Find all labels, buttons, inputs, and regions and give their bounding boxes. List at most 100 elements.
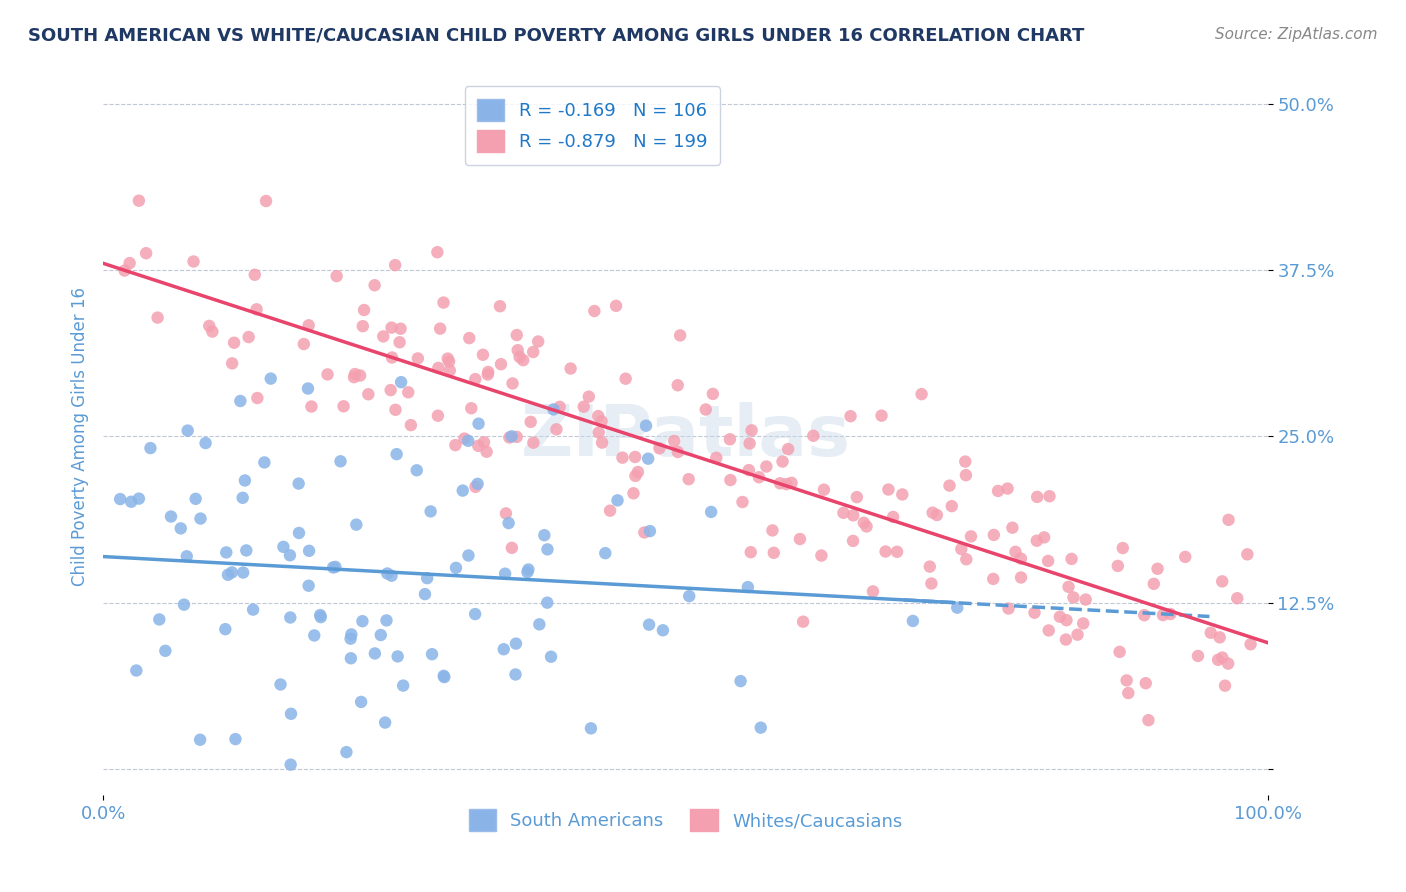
Point: [375, 614, 398, 628]
Point: [316, 368, 339, 382]
Point: [527, 334, 550, 349]
Point: [416, 571, 439, 585]
Point: [392, 679, 415, 693]
Point: [1010, 570, 1032, 584]
Point: [292, 337, 315, 351]
Point: [426, 409, 449, 423]
Point: [842, 508, 865, 523]
Point: [755, 459, 778, 474]
Point: [1056, 613, 1078, 627]
Point: [664, 434, 686, 448]
Point: [253, 455, 276, 469]
Point: [273, 540, 295, 554]
Point: [128, 491, 150, 506]
Point: [1187, 648, 1209, 663]
Point: [842, 533, 865, 548]
Point: [1057, 580, 1080, 594]
Point: [516, 565, 538, 579]
Point: [1108, 645, 1130, 659]
Point: [494, 566, 516, 581]
Text: ZIPatlas: ZIPatlas: [520, 402, 851, 471]
Point: [498, 516, 520, 530]
Point: [114, 263, 136, 277]
Point: [501, 429, 523, 443]
Point: [666, 378, 689, 392]
Point: [741, 423, 763, 437]
Point: [243, 268, 266, 282]
Point: [1211, 650, 1233, 665]
Point: [718, 473, 741, 487]
Point: [492, 642, 515, 657]
Point: [941, 499, 963, 513]
Point: [297, 579, 319, 593]
Point: [955, 468, 977, 483]
Point: [502, 376, 524, 391]
Point: [471, 348, 494, 362]
Point: [146, 310, 169, 325]
Point: [839, 409, 862, 424]
Point: [761, 524, 783, 538]
Point: [730, 674, 752, 689]
Point: [1060, 552, 1083, 566]
Point: [1206, 653, 1229, 667]
Point: [738, 463, 761, 477]
Point: [278, 610, 301, 624]
Point: [810, 549, 832, 563]
Point: [413, 587, 436, 601]
Point: [695, 402, 717, 417]
Point: [188, 732, 211, 747]
Point: [1038, 489, 1060, 503]
Point: [1213, 679, 1236, 693]
Point: [540, 649, 562, 664]
Point: [375, 566, 398, 581]
Point: [612, 450, 634, 465]
Point: [870, 409, 893, 423]
Point: [813, 483, 835, 497]
Point: [731, 495, 754, 509]
Point: [1199, 625, 1222, 640]
Point: [477, 365, 499, 379]
Point: [638, 617, 661, 632]
Point: [387, 649, 409, 664]
Point: [614, 372, 637, 386]
Point: [260, 371, 283, 385]
Point: [882, 510, 904, 524]
Point: [591, 414, 613, 428]
Point: [505, 637, 527, 651]
Point: [845, 490, 868, 504]
Point: [579, 722, 602, 736]
Point: [1115, 673, 1137, 688]
Point: [546, 422, 568, 436]
Point: [254, 194, 277, 208]
Point: [304, 628, 326, 642]
Point: [453, 432, 475, 446]
Point: [329, 454, 352, 468]
Point: [460, 401, 482, 416]
Point: [298, 318, 321, 333]
Point: [489, 357, 512, 371]
Point: [593, 546, 616, 560]
Point: [118, 256, 141, 270]
Point: [1211, 574, 1233, 589]
Point: [214, 622, 236, 636]
Point: [778, 442, 800, 456]
Point: [352, 319, 374, 334]
Point: [357, 387, 380, 401]
Point: [183, 254, 205, 268]
Point: [477, 368, 499, 382]
Point: [472, 435, 495, 450]
Point: [399, 418, 422, 433]
Point: [384, 402, 406, 417]
Point: [498, 430, 520, 444]
Point: [301, 400, 323, 414]
Point: [1112, 541, 1135, 555]
Point: [901, 614, 924, 628]
Point: [229, 394, 252, 409]
Point: [852, 516, 875, 530]
Point: [1236, 547, 1258, 561]
Point: [506, 328, 529, 343]
Point: [651, 624, 673, 638]
Point: [1146, 562, 1168, 576]
Point: [432, 295, 454, 310]
Point: [1025, 533, 1047, 548]
